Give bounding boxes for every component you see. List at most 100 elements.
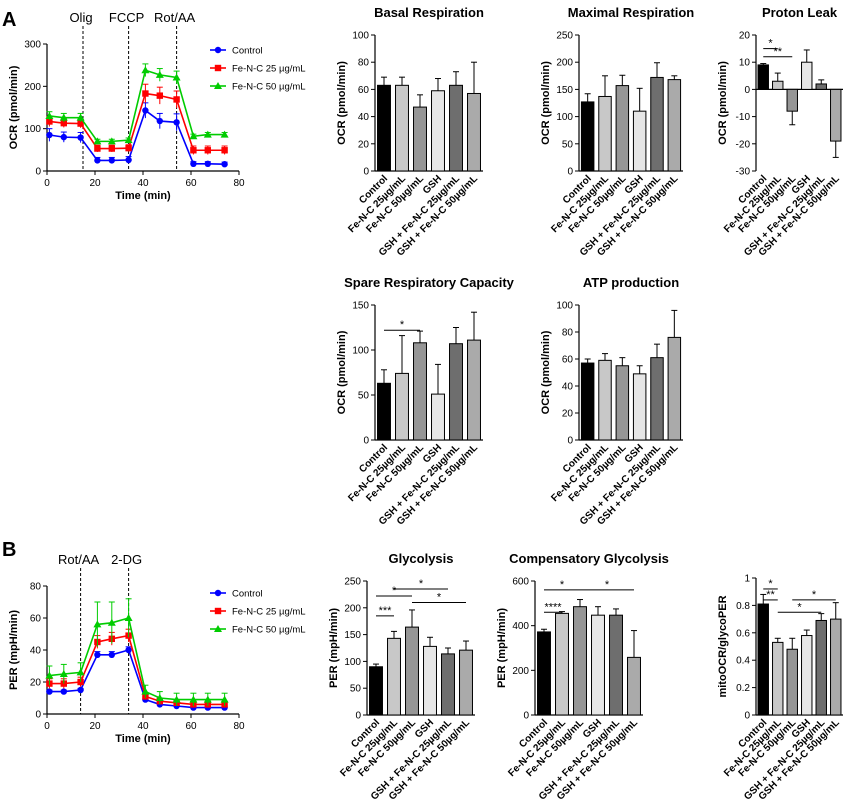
significance-label: * bbox=[797, 601, 802, 613]
significance-label: ** bbox=[766, 589, 775, 601]
y-tick-label: 1 bbox=[744, 574, 750, 585]
data-point bbox=[108, 157, 116, 164]
data-point bbox=[214, 589, 222, 597]
series-line bbox=[49, 69, 225, 143]
bar bbox=[405, 626, 419, 716]
significance-label: * bbox=[419, 578, 424, 590]
y-tick-label: 600 bbox=[512, 577, 529, 588]
y-tick-label: 40 bbox=[30, 646, 42, 657]
bar bbox=[449, 343, 463, 441]
data-point bbox=[76, 113, 85, 121]
bar bbox=[627, 656, 641, 716]
data-point bbox=[142, 90, 149, 97]
data-point bbox=[221, 161, 228, 168]
injection-label: 2-DG bbox=[111, 552, 142, 567]
y-tick-label: 200 bbox=[344, 603, 361, 614]
data-point bbox=[124, 614, 133, 621]
y-tick-label: 0 bbox=[363, 167, 369, 178]
bar bbox=[377, 382, 391, 441]
significance-label: * bbox=[605, 579, 610, 591]
data-point bbox=[94, 157, 101, 164]
y-tick-label: 20 bbox=[562, 409, 574, 420]
data-point bbox=[125, 144, 132, 152]
y-tick-label: 10 bbox=[739, 58, 751, 69]
data-point bbox=[125, 646, 132, 654]
bar bbox=[555, 612, 569, 716]
y-axis-label: OCR (pmol/min) bbox=[8, 65, 20, 149]
y-tick-label: 150 bbox=[344, 630, 361, 641]
y-tick-label: 80 bbox=[30, 582, 42, 593]
y-tick-label: 20 bbox=[358, 139, 370, 150]
injection-label: Rot/AA bbox=[154, 10, 196, 25]
data-point bbox=[214, 46, 222, 54]
bar bbox=[395, 372, 409, 441]
bar bbox=[757, 603, 769, 716]
data-point bbox=[60, 688, 67, 695]
y-tick-label: 0.2 bbox=[736, 683, 750, 694]
bar bbox=[395, 84, 409, 172]
bar bbox=[650, 357, 664, 441]
bar bbox=[786, 648, 798, 716]
y-axis-label: OCR (pmol/min) bbox=[540, 61, 552, 145]
significance-label: *** bbox=[379, 605, 393, 617]
y-tick-label: 0 bbox=[567, 167, 573, 178]
data-point bbox=[204, 147, 211, 154]
injection-label: FCCP bbox=[109, 10, 144, 25]
bar bbox=[667, 79, 682, 172]
data-point bbox=[124, 136, 133, 144]
data-point bbox=[60, 119, 67, 127]
bar bbox=[449, 84, 463, 172]
y-tick-label: 400 bbox=[512, 621, 529, 632]
data-point bbox=[107, 137, 116, 145]
data-point bbox=[93, 620, 102, 628]
y-axis-label: PER (mpH/min) bbox=[328, 608, 340, 688]
legend-label: Fe-N-C 25 µg/mL bbox=[232, 607, 306, 618]
data-point bbox=[60, 133, 67, 141]
data-point bbox=[108, 651, 116, 658]
data-point bbox=[46, 131, 53, 139]
injection-label: Olig bbox=[69, 10, 92, 25]
y-axis-label: OCR (pmol/min) bbox=[336, 330, 348, 414]
data-point bbox=[214, 607, 222, 615]
bar bbox=[757, 64, 769, 90]
data-point bbox=[94, 145, 101, 152]
y-tick-label: 100 bbox=[24, 124, 41, 135]
y-axis-label: OCR (pmol/min) bbox=[336, 61, 348, 145]
y-tick-label: 200 bbox=[24, 82, 41, 93]
data-point bbox=[142, 107, 149, 114]
y-tick-label: 60 bbox=[358, 85, 370, 96]
x-tick-label: 60 bbox=[185, 721, 197, 732]
legend-label: Fe-N-C 50 µg/mL bbox=[232, 82, 306, 93]
y-axis-label: PER (mpH/min) bbox=[496, 608, 508, 688]
data-point bbox=[220, 130, 229, 138]
data-point bbox=[45, 671, 54, 679]
bar bbox=[772, 80, 784, 90]
significance-label: * bbox=[768, 38, 773, 50]
bar bbox=[801, 61, 813, 90]
data-point bbox=[141, 66, 150, 74]
y-tick-label: 100 bbox=[344, 657, 361, 668]
series-line bbox=[49, 616, 225, 701]
y-tick-label: 50 bbox=[358, 391, 370, 402]
bar bbox=[580, 362, 595, 441]
significance-label: * bbox=[392, 585, 397, 597]
bar bbox=[580, 101, 595, 172]
x-tick-label: 0 bbox=[44, 721, 50, 732]
bar bbox=[801, 635, 813, 716]
significance-label: * bbox=[400, 319, 405, 331]
data-point bbox=[221, 147, 228, 154]
data-point bbox=[214, 64, 222, 72]
bar bbox=[598, 95, 612, 172]
chart-title: Glycolysis bbox=[388, 551, 453, 566]
data-point bbox=[190, 147, 197, 154]
chart-title: ATP production bbox=[583, 275, 679, 290]
x-tick-label: 0 bbox=[44, 178, 50, 189]
data-point bbox=[76, 668, 85, 676]
significance-label: * bbox=[812, 589, 817, 601]
y-tick-label: 0 bbox=[35, 710, 41, 721]
x-tick-label: 80 bbox=[233, 178, 245, 189]
bar bbox=[615, 85, 630, 172]
data-point bbox=[59, 113, 68, 121]
data-point bbox=[125, 156, 132, 164]
